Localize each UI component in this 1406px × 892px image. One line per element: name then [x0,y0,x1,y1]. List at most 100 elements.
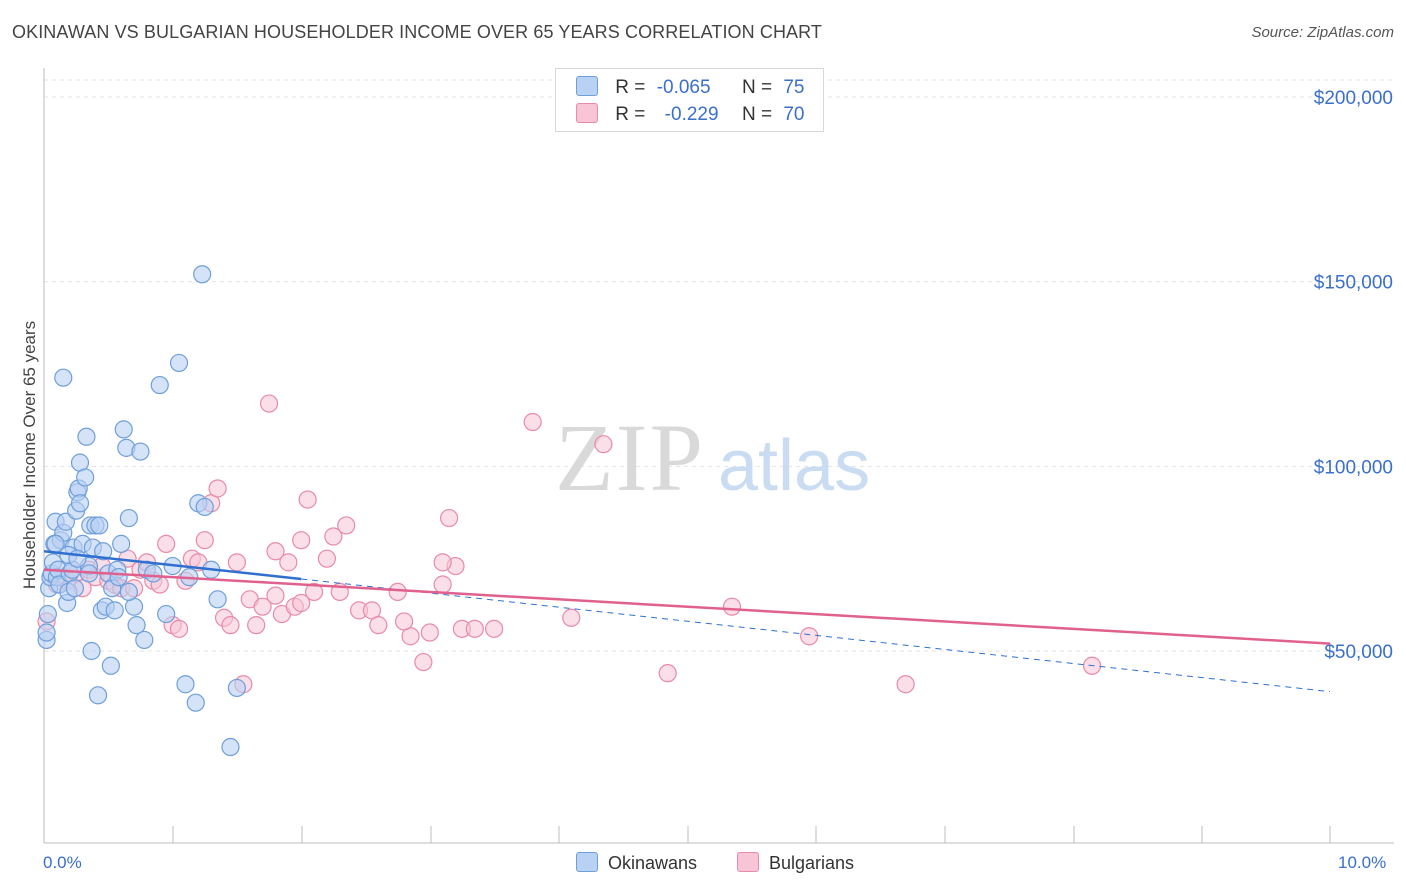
okinawans-point [37,623,56,642]
okinawans-point [195,497,214,517]
okinawans-point [119,508,138,528]
bulgarians-point [485,619,504,638]
okinawans-point [131,442,150,461]
bulgarians-point [337,516,356,535]
bulgarians-point [221,616,240,635]
bulgarians-legend-swatch [737,852,759,872]
okinawans-point [101,656,120,675]
legend-row-okinawans: R = -0.065 N = 75 [576,76,804,99]
okinawans-point [76,468,95,487]
okinawans-trend-line [43,550,302,581]
okinawans-point [119,582,138,602]
okinawans-point [157,604,176,624]
okinawans-point [88,686,108,705]
legend-n-value-okinawans: 75 [783,77,805,98]
bulgarians-point [439,508,459,528]
bulgarians-point [414,652,433,672]
y-tick-label: $100,000 [1314,457,1393,478]
legend-n-label: N = [741,104,773,125]
legend-n-value-bulgarians: 70 [783,104,805,125]
legend-n-label: N = [741,77,773,98]
bulgarians-point [324,527,343,546]
okinawans-point [94,542,113,561]
bulgarians-point [420,623,439,642]
okinawans-legend-label: Okinawans [608,853,698,873]
bulgarians-point [433,575,452,594]
y-tick-label: $150,000 [1314,273,1393,294]
y-tick-label: $200,000 [1314,88,1393,109]
okinawans-point [65,579,84,598]
bulgarians-point [304,582,324,602]
bulgarians-point [523,412,542,432]
bulgarians-point [298,490,317,509]
okinawans-point [176,675,195,694]
legend-r-value-okinawans: -0.065 [656,77,711,98]
bulgarians-point [259,394,279,413]
okinawans-legend-swatch [576,852,598,872]
okinawans-point [38,604,57,624]
okinawans-point [150,375,169,395]
gridlines [44,79,1394,652]
x-tick-label-min: 0.0% [43,853,82,872]
trend-lines [43,550,1331,693]
okinawans-point [82,641,101,661]
okinawans-point [135,630,154,650]
bulgarians-point [292,531,311,550]
bulgarians-point [369,616,388,635]
y-tick-labels: $50,000 $100,000 $150,000 $200,000 [1314,88,1393,663]
bulgarians-point [465,619,484,638]
bulgarians-point [800,627,819,646]
bulgarians-point [157,534,176,553]
okinawans-point [90,516,109,535]
bulgarians-point [388,582,407,602]
okinawans-point [144,564,163,583]
chart-title: OKINAWAN VS BULGARIAN HOUSEHOLDER INCOME… [12,22,823,42]
okinawans-point [109,568,128,587]
source-label: Source: ZipAtlas.com [1251,24,1394,41]
bulgarians-point [722,597,742,616]
bulgarians-point [253,597,272,616]
okinawans-point [77,427,96,446]
bulgarians-point [169,619,189,638]
okinawans-trend-extension [301,578,1331,693]
bulgarians-point [208,479,227,498]
okinawans-point [54,368,73,387]
bulgarians-trend-line [43,568,1331,645]
bulgarians-point [292,593,311,613]
okinawans-point [193,265,212,284]
bulgarians-point [266,586,285,605]
okinawans-point [46,534,65,553]
okinawans-point [70,494,90,513]
bulgarians-point [433,553,452,572]
bottom-legend-okinawans: Okinawans [576,852,697,874]
axes [43,68,1394,844]
watermark-atlas: atlas [718,426,870,506]
okinawans-point [114,420,133,439]
bottom-legend-bulgarians: Bulgarians [737,852,854,874]
x-tick-label-max: 10.0% [1338,853,1387,872]
okinawans-points [37,265,246,757]
okinawans-point [186,693,205,712]
okinawans-swatch [576,76,598,96]
bulgarians-point [394,612,414,631]
legend-r-label: R = [615,77,646,98]
bulgarians-point [317,549,337,568]
okinawans-point [112,534,131,553]
bulgarians-point [562,608,581,627]
correlation-legend: R = -0.065 N = 75 R = -0.229 N = 70 [555,68,824,132]
bulgarians-point [896,675,915,694]
legend-row-bulgarians: R = -0.229 N = 70 [576,103,804,126]
okinawans-point [169,353,189,373]
y-tick-label: $50,000 [1324,642,1393,663]
okinawans-point [68,549,87,568]
bulgarians-point [594,435,613,454]
okinawans-point [105,601,124,620]
okinawans-point [221,737,240,757]
okinawans-point [208,590,227,609]
okinawans-point [227,678,246,698]
bulgarians-point [227,553,246,572]
okinawans-point [127,616,146,635]
bulgarians-point [266,542,285,561]
bulgarians-point [195,531,214,550]
